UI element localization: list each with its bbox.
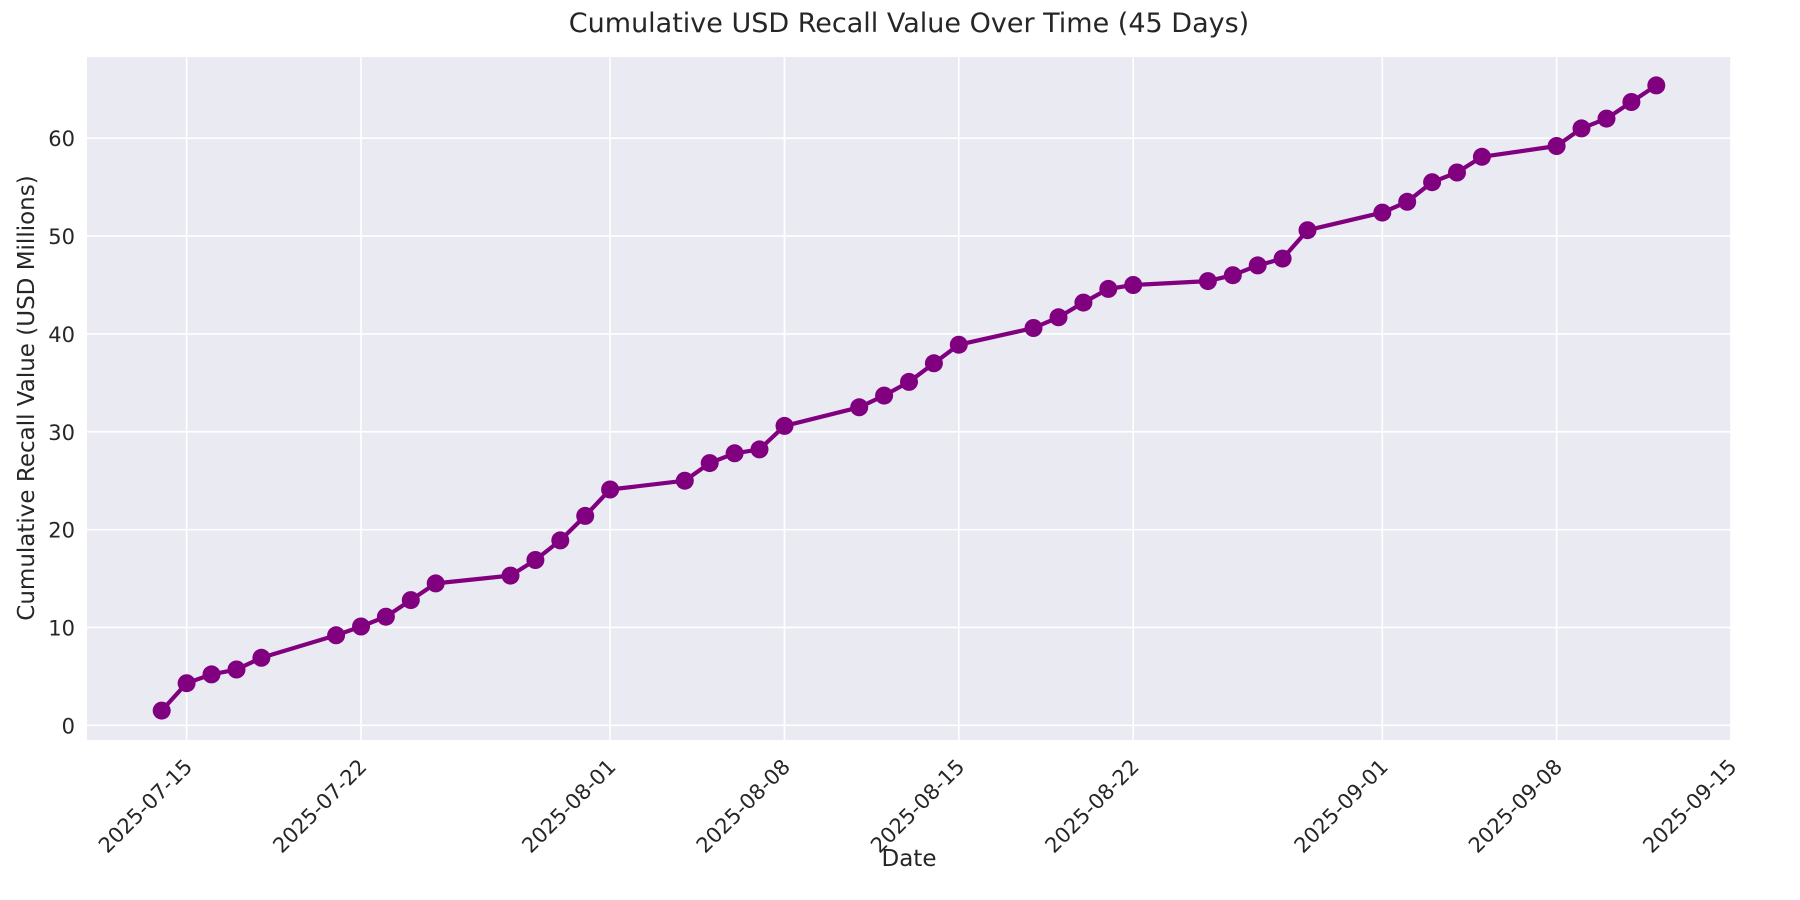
data-point (551, 531, 570, 550)
series-markers (152, 76, 1666, 720)
data-point (1223, 266, 1242, 285)
data-point (1298, 221, 1317, 240)
data-point (1423, 173, 1442, 192)
data-point (750, 440, 769, 459)
data-point (949, 335, 968, 354)
y-tick-label: 20 (48, 519, 75, 543)
data-point (675, 471, 694, 490)
x-tick-label: 2025-08-22 (1040, 755, 1143, 858)
data-point (601, 480, 620, 499)
data-point (227, 660, 246, 679)
data-point (576, 506, 595, 525)
data-point (850, 398, 869, 417)
x-tick-label: 2025-08-15 (866, 755, 969, 858)
x-tick-label: 2025-09-08 (1464, 755, 1567, 858)
data-point (700, 454, 719, 473)
data-point (252, 648, 271, 667)
data-point (1448, 163, 1466, 182)
data-point (1273, 249, 1292, 268)
y-tick-label: 40 (48, 323, 75, 347)
y-tick-labels: 0 10 20 30 40 50 60 (48, 127, 75, 738)
x-tick-label: 2025-08-08 (692, 755, 795, 858)
data-point (202, 665, 221, 684)
data-point (875, 386, 894, 405)
x-tick-label: 2025-07-15 (94, 755, 197, 858)
data-point (501, 566, 520, 585)
y-tick-label: 60 (48, 127, 75, 151)
data-point (1597, 109, 1616, 128)
data-point (1074, 293, 1093, 312)
data-point (401, 591, 420, 610)
data-point (1049, 308, 1068, 327)
data-point (177, 674, 196, 693)
x-tick-label: 2025-09-01 (1290, 755, 1393, 858)
data-point (1622, 93, 1641, 111)
data-point (1398, 192, 1417, 211)
data-point (426, 574, 445, 593)
y-tick-label: 0 (62, 714, 75, 738)
data-point (352, 617, 370, 636)
data-point (1572, 119, 1591, 138)
data-point (1024, 319, 1043, 337)
data-point (1547, 137, 1566, 155)
data-point (1373, 203, 1392, 222)
x-tick-label: 2025-07-22 (268, 755, 371, 858)
data-point (775, 416, 794, 435)
data-point (526, 551, 545, 569)
data-point (1198, 272, 1217, 291)
data-point (152, 701, 171, 720)
data-point (900, 372, 918, 391)
data-point (1647, 76, 1666, 95)
data-point (1472, 147, 1491, 166)
x-tick-label: 2025-09-15 (1638, 755, 1741, 858)
y-tick-label: 10 (48, 616, 75, 640)
data-point (1248, 256, 1267, 275)
data-point (376, 607, 395, 626)
y-tick-label: 30 (48, 421, 75, 445)
data-point (327, 626, 346, 645)
chart-title: Cumulative USD Recall Value Over Time (4… (568, 8, 1250, 39)
x-axis-label: Date (881, 846, 937, 872)
data-point (725, 444, 744, 463)
y-tick-label: 50 (48, 225, 75, 249)
data-point (1124, 276, 1143, 294)
data-point (1099, 279, 1118, 298)
data-point (924, 354, 943, 373)
x-tick-labels: 2025-07-15 2025-07-22 2025-08-01 2025-08-08… (94, 755, 1742, 858)
x-tick-label: 2025-08-01 (517, 755, 620, 858)
